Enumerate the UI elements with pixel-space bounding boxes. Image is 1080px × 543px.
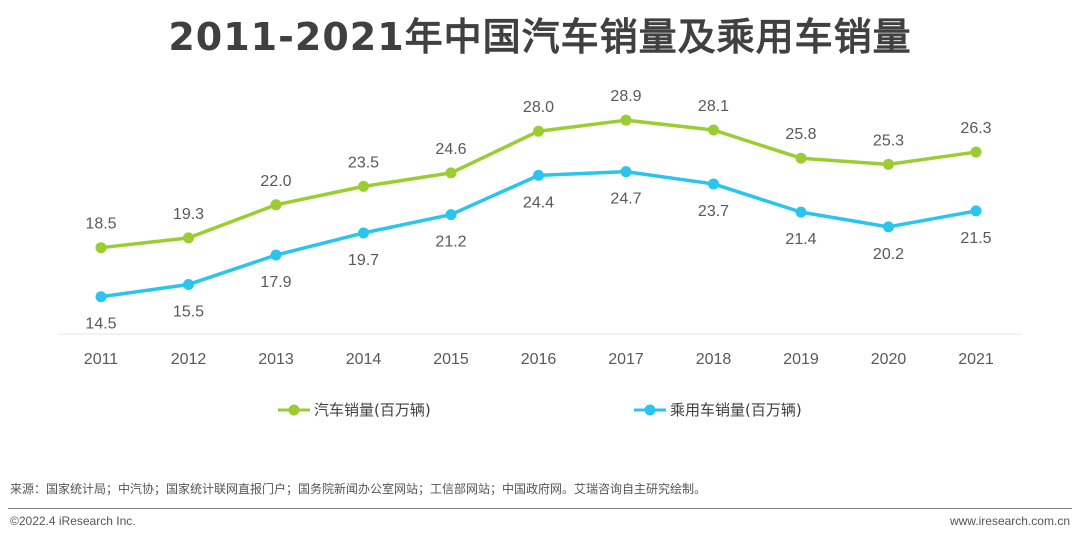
data-point [795, 206, 807, 218]
x-tick-label: 2014 [346, 351, 382, 368]
data-point [620, 166, 632, 178]
data-label: 23.7 [698, 203, 729, 220]
data-point [883, 158, 894, 170]
footer-divider [8, 508, 1072, 509]
data-point [883, 221, 894, 233]
data-label: 21.4 [785, 231, 816, 248]
copyright-text: ©2022.4 iResearch Inc. [10, 514, 136, 528]
data-label: 21.5 [960, 230, 991, 247]
data-label: 24.4 [523, 194, 554, 211]
data-point [795, 152, 807, 164]
data-label: 24.6 [435, 141, 466, 158]
data-point [95, 242, 107, 254]
data-label: 17.9 [260, 274, 291, 291]
x-tick-label: 2013 [258, 351, 294, 368]
data-point [970, 146, 982, 158]
website-text: www.iresearch.com.cn [949, 514, 1070, 528]
data-point [533, 125, 544, 137]
data-label: 15.5 [173, 303, 204, 320]
x-tick-label: 2018 [696, 351, 732, 368]
legend-item-2: 乘用车销量(百万辆) [634, 401, 802, 419]
legend-marker [288, 404, 300, 416]
legend-label: 汽车销量(百万辆) [314, 401, 431, 419]
data-label: 20.2 [873, 246, 904, 263]
x-tick-label: 2011 [84, 351, 119, 368]
data-label: 19.7 [348, 252, 379, 269]
x-tick-label: 2012 [171, 351, 207, 368]
data-point [708, 178, 719, 190]
data-label: 22.0 [260, 173, 291, 190]
series-line-1 [99, 118, 978, 250]
data-point [270, 249, 282, 261]
data-label: 14.5 [85, 316, 116, 333]
data-label: 18.5 [85, 216, 116, 233]
data-label: 28.9 [610, 88, 641, 105]
data-point [533, 169, 544, 181]
x-tick-label: 2021 [958, 351, 994, 368]
data-point [445, 167, 457, 179]
data-point [95, 291, 107, 303]
data-point [620, 114, 632, 126]
data-label: 25.8 [785, 126, 816, 143]
data-label: 23.5 [348, 154, 379, 171]
data-label: 26.3 [960, 120, 991, 137]
data-point [183, 278, 194, 290]
x-tick-label: 2015 [433, 351, 469, 368]
x-tick-label: 2020 [871, 351, 907, 368]
data-point [708, 124, 719, 136]
data-label: 21.2 [435, 234, 466, 251]
x-tick-label: 2016 [521, 351, 557, 368]
data-point [270, 199, 282, 211]
data-point [358, 180, 369, 192]
data-label: 24.7 [610, 191, 641, 208]
data-label: 28.1 [698, 98, 729, 115]
x-tick-label: 2019 [783, 351, 819, 368]
legend-label: 乘用车销量(百万辆) [670, 401, 802, 419]
data-label: 19.3 [173, 206, 204, 223]
x-tick-label: 2017 [608, 351, 644, 368]
series-line-2 [99, 169, 978, 299]
legend-marker [644, 404, 656, 416]
data-point [445, 209, 457, 221]
chart-title: 2011-2021年中国汽车销量及乘用车销量 [168, 15, 912, 59]
data-label: 28.0 [523, 99, 554, 116]
data-point [358, 227, 369, 239]
source-note: 来源：国家统计局；中汽协；国家统计联网直报门户；国务院新闻办公室网站；工信部网站… [10, 482, 707, 496]
legend-item-1: 汽车销量(百万辆) [278, 401, 431, 419]
data-point [183, 232, 194, 244]
data-point [970, 205, 982, 217]
data-label: 25.3 [873, 132, 904, 149]
